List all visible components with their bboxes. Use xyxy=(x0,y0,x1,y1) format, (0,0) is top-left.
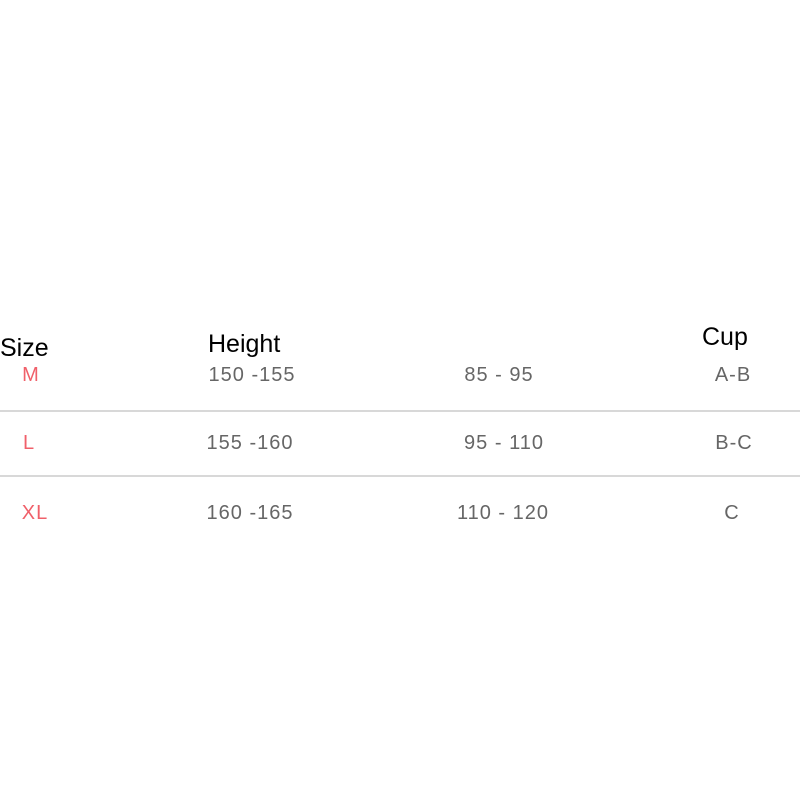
bust-cell: 85 - 95 xyxy=(464,364,534,386)
height-cell: 155 -160 xyxy=(206,432,294,454)
header-size: Size xyxy=(0,334,49,362)
size-cell: XL xyxy=(21,502,49,524)
row-divider xyxy=(0,410,800,412)
cup-cell: B-C xyxy=(715,432,753,454)
header-cup: Cup xyxy=(702,323,748,351)
cup-cell: A-B xyxy=(714,364,752,386)
size-cell: M xyxy=(22,364,40,386)
cup-cell: C xyxy=(724,502,740,524)
header-height: Height xyxy=(208,330,281,358)
bust-cell: 95 - 110 xyxy=(464,432,544,454)
height-cell: 160 -165 xyxy=(206,502,294,524)
bust-cell: 110 - 120 xyxy=(456,502,550,524)
size-cell: L xyxy=(22,432,36,454)
row-divider xyxy=(0,475,800,477)
height-cell: 150 -155 xyxy=(208,364,296,386)
